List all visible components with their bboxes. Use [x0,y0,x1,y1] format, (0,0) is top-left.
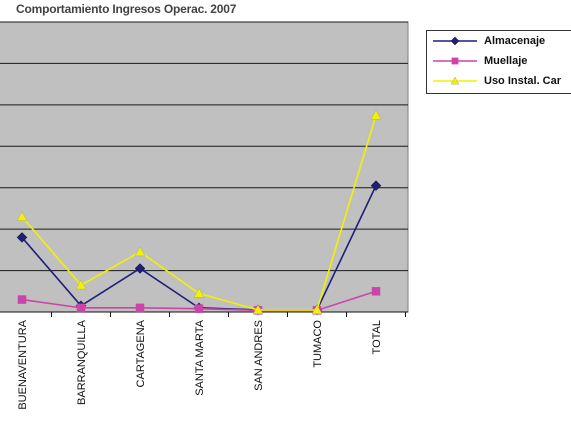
legend-marker [451,57,459,65]
data-point-2-1 [75,279,87,290]
legend-swatch-uso-instal [433,76,477,85]
legend-marker [450,76,460,85]
data-point-2-2 [134,246,146,257]
data-point-1-0 [17,295,27,304]
x-tick-label: CARTAGENA [135,319,147,387]
data-point-0-6 [370,180,382,191]
data-point-2-0 [16,211,28,221]
data-point-1-3 [194,304,204,313]
data-point-1-2 [135,303,145,313]
data-point-0-2 [134,263,146,274]
x-tick-label: BARRANQUILLA [76,319,88,405]
chart-legend: Almacenaje Muellaje Uso Instal. Car [426,30,571,94]
legend-swatch-muellaje [433,57,477,65]
legend-item-muellaje: Muellaje [431,53,527,69]
legend-swatch-almacenaje [433,36,477,46]
chart-title: Comportamiento Ingresos Operac. 2007 [16,2,237,16]
x-tick-label: SANTA MARTA [194,319,206,395]
data-point-1-6 [371,287,381,296]
legend-item-almacenaje: Almacenaje [431,33,545,49]
legend-marker [450,36,460,46]
legend-item-uso-instal: Uso Instal. Car [431,73,561,89]
x-tick-label: BUENAVENTURA [17,319,29,409]
x-tick-label: TUMACO [312,320,324,368]
data-point-2-4 [252,304,264,315]
plot-area [0,21,409,313]
x-tick-label: TOTAL [371,320,383,354]
data-point-2-6 [370,109,382,120]
x-tick-label: SAN ANDRES [253,320,265,391]
legend-label: Almacenaje [484,35,546,47]
legend-label: Muellaje [484,55,528,67]
data-point-2-5 [311,304,323,315]
data-point-2-3 [193,287,205,298]
data-point-0-0 [16,232,28,243]
legend-label: Uso Instal. Car [484,75,562,87]
data-point-1-1 [76,303,86,313]
